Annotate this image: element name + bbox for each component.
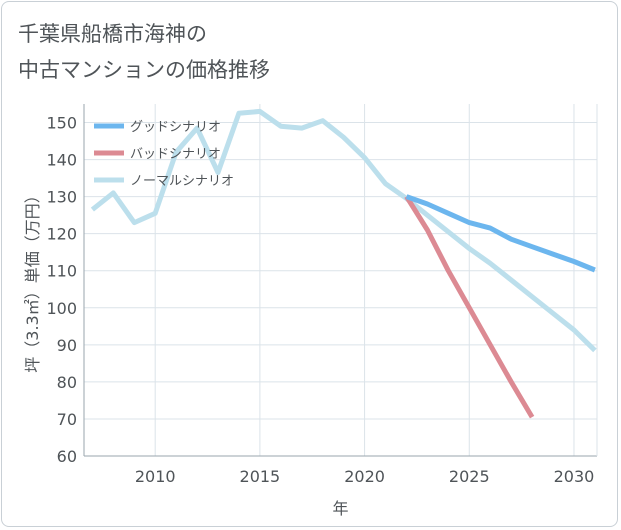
x-tick-label: 2015: [240, 467, 281, 486]
y-tick-label: 150: [46, 114, 77, 133]
y-tick-label: 100: [46, 299, 77, 318]
y-tick-label: 60: [57, 447, 77, 466]
x-tick-label: 2020: [344, 467, 385, 486]
x-tick-label: 2025: [449, 467, 490, 486]
chart-series: [90, 108, 597, 419]
y-tick-label: 120: [46, 225, 77, 244]
chart-title-line-1: 千葉県船橋市海神の: [18, 22, 207, 46]
legend-label: グッドシナリオ: [130, 120, 221, 135]
y-tick-label: 140: [46, 151, 77, 170]
y-tick-label: 130: [46, 188, 77, 207]
x-axis-ticks: 2010 2015 2020 2025 2030: [135, 467, 594, 486]
series-line-0: [405, 194, 596, 273]
y-tick-label: 70: [57, 410, 77, 429]
chart-title: 千葉県船橋市海神の 中古マンションの価格推移: [18, 16, 270, 88]
y-axis-label: 坪（3.3㎡）単価（万円）: [23, 187, 42, 372]
y-tick-label: 80: [57, 373, 77, 392]
series-line-2: [90, 108, 597, 353]
legend-label: ノーマルシナリオ: [130, 174, 234, 189]
chart-axes: [83, 104, 598, 457]
y-tick-label: 90: [57, 336, 77, 355]
x-axis-label: 年: [332, 499, 348, 518]
y-axis-ticks: 60 70 80 90 100 110 120 130 140 150: [46, 114, 77, 466]
x-tick-label: 2030: [554, 467, 595, 486]
series-line-1: [404, 195, 535, 419]
chart-title-line-2: 中古マンションの価格推移: [18, 58, 270, 82]
legend-label: バッドシナリオ: [130, 147, 221, 162]
y-tick-label: 110: [46, 262, 77, 281]
x-tick-label: 2010: [135, 467, 176, 486]
